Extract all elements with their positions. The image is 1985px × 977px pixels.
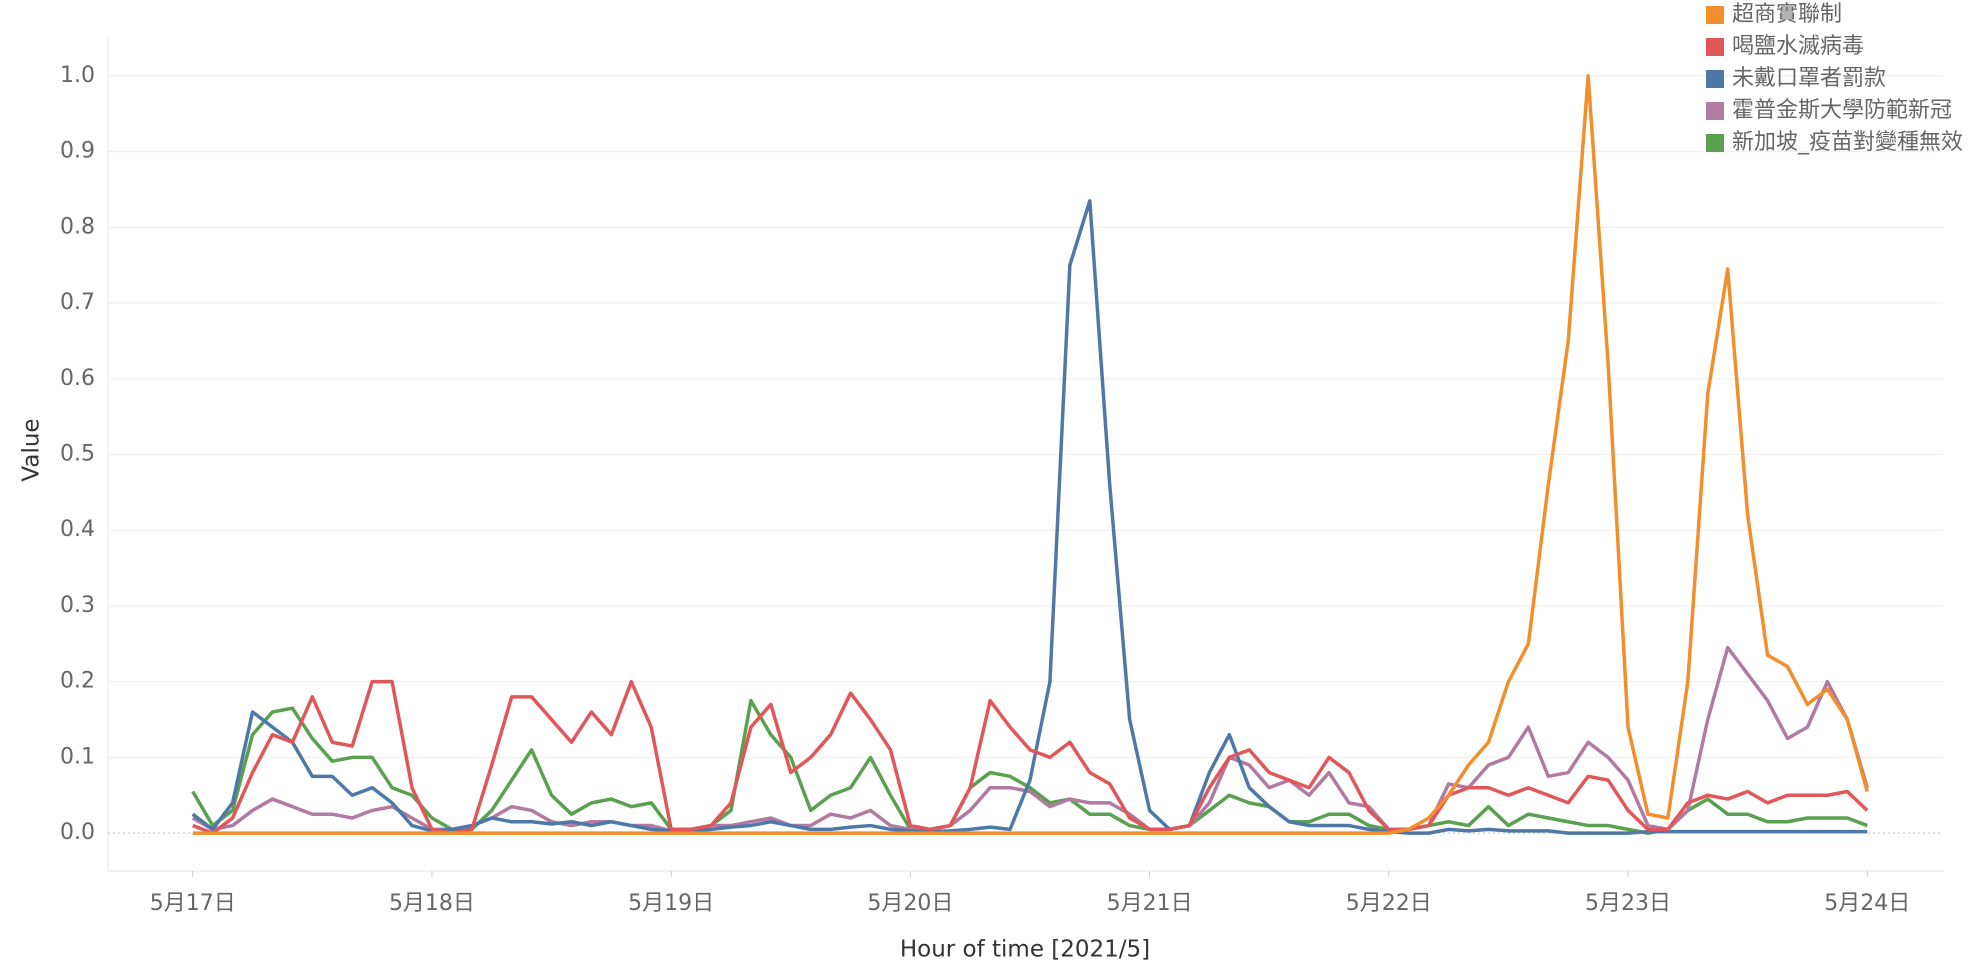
- y-tick-label: 0.8: [60, 214, 95, 239]
- x-tick-label: 5月23日: [1585, 891, 1671, 916]
- x-tick-label: 5月17日: [150, 891, 236, 916]
- legend-swatch: [1706, 134, 1724, 152]
- y-tick-label: 0.5: [60, 442, 95, 467]
- y-tick-label: 0.3: [60, 593, 95, 618]
- legend-swatch: [1706, 70, 1724, 88]
- legend-swatch: [1706, 102, 1724, 120]
- x-tick-label: 5月18日: [389, 891, 475, 916]
- y-tick-label: 0.0: [60, 820, 95, 845]
- legend-label: 未戴口罩者罰款: [1732, 66, 1886, 91]
- y-tick-label: 0.4: [60, 517, 95, 542]
- x-tick-label: 5月20日: [867, 891, 953, 916]
- y-axis-title: Value: [19, 418, 45, 481]
- series-line: [192, 74, 1869, 835]
- y-tick-label: 0.6: [60, 366, 95, 391]
- x-tick-label: 5月21日: [1107, 891, 1193, 916]
- legend-label: 霍普金斯大學防範新冠: [1732, 98, 1952, 123]
- x-tick-label: 5月19日: [628, 891, 714, 916]
- y-tick-label: 0.9: [60, 139, 95, 164]
- legend-label: 新加坡_疫苗對變種無效: [1732, 130, 1963, 155]
- y-tick-label: 1.0: [60, 63, 95, 88]
- y-tick-label: 0.1: [60, 744, 95, 769]
- series-line: [191, 645, 1869, 833]
- y-tick-label: 0.7: [60, 290, 95, 315]
- series-line: [192, 679, 1869, 835]
- lines: [191, 74, 1869, 835]
- legend-label: 超商實聯制: [1732, 2, 1842, 27]
- y-tick-label: 0.2: [60, 669, 95, 694]
- legend-swatch: [1706, 38, 1724, 56]
- x-tick-label: 5月24日: [1824, 891, 1910, 916]
- x-tick-label: 5月22日: [1346, 891, 1432, 916]
- legend-swatch: [1706, 6, 1724, 24]
- legend-label: 喝鹽水滅病毒: [1732, 34, 1864, 59]
- x-axis-title: Hour of time [2021/5]: [900, 937, 1150, 963]
